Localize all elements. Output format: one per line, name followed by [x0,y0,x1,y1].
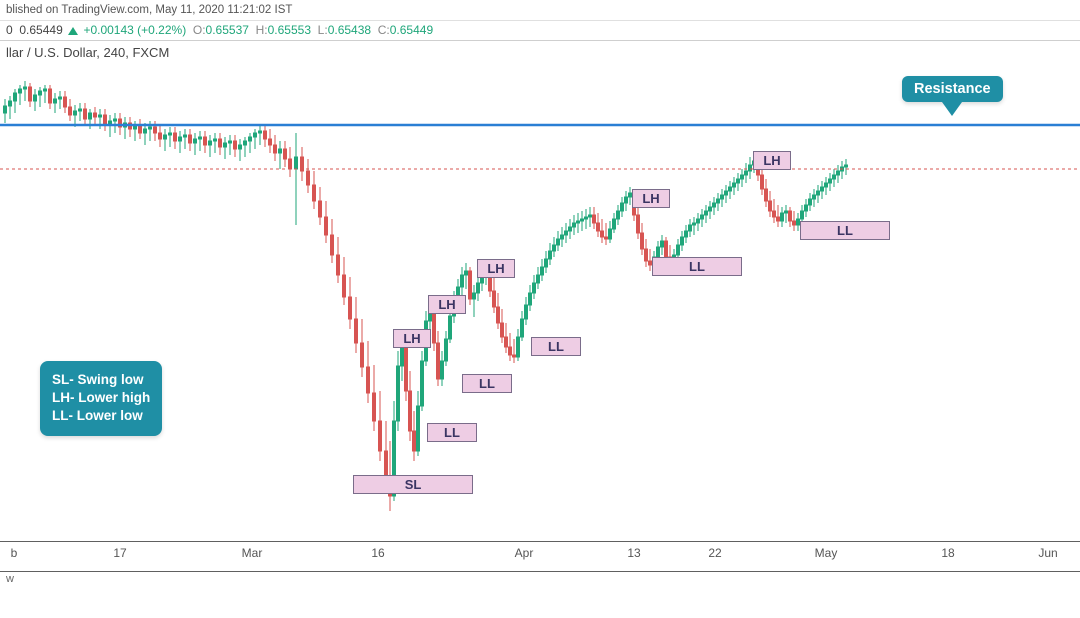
legend-box: SL- Swing lowLH- Lower highLL- Lower low [40,361,162,436]
l-val: 0.65438 [328,23,371,37]
h-val: 0.65553 [268,23,311,37]
legend-line: LL- Lower low [52,407,150,425]
swing-lh: LH [632,189,670,208]
last-price: 0.65449 [19,23,62,37]
change: +0.00143 [83,23,133,37]
swing-ll: LL [531,337,581,356]
chart-area[interactable]: llar / U.S. Dollar, 240, FXCM LHLHLHLHLH… [0,40,1080,586]
o-val: 0.65537 [206,23,249,37]
l-label: L: [318,23,328,37]
x-tick: 13 [627,546,640,560]
h-label: H: [256,23,268,37]
swing-lh: LH [477,259,515,278]
x-tick: Mar [242,546,263,560]
x-tick: May [815,546,838,560]
x-tick: 18 [941,546,954,560]
x-tick: Jun [1038,546,1057,560]
x-tick: b [11,546,18,560]
swing-lh: LH [393,329,431,348]
x-tick: 22 [708,546,721,560]
ohlc-bar: 0 0.65449 +0.00143 (+0.22%) O:0.65537 H:… [0,20,1080,40]
x-tick: 17 [113,546,126,560]
legend-line: SL- Swing low [52,371,150,389]
swing-lh: LH [753,151,791,170]
x-tick: 16 [371,546,384,560]
x-axis: b 17 Mar 16 Apr 13 22 May 18 Jun [0,541,1080,568]
legend-line: LH- Lower high [52,389,150,407]
c-label: C: [378,23,390,37]
price-plot [0,41,1080,541]
o-label: O: [193,23,206,37]
publish-line: blished on TradingView.com, May 11, 2020… [0,0,1080,21]
swing-ll: LL [427,423,477,442]
arrow-up-icon [68,27,78,35]
swing-sl: SL [353,475,473,494]
x-tick: Apr [515,546,534,560]
ohlc-prefix: 0 [6,23,13,37]
swing-lh: LH [428,295,466,314]
swing-ll: LL [652,257,742,276]
resistance-tag: Resistance [902,76,1003,102]
change-pct: (+0.22%) [137,23,186,37]
c-val: 0.65449 [390,23,433,37]
footer-row: w [0,571,1080,586]
swing-ll: LL [800,221,890,240]
swing-ll: LL [462,374,512,393]
